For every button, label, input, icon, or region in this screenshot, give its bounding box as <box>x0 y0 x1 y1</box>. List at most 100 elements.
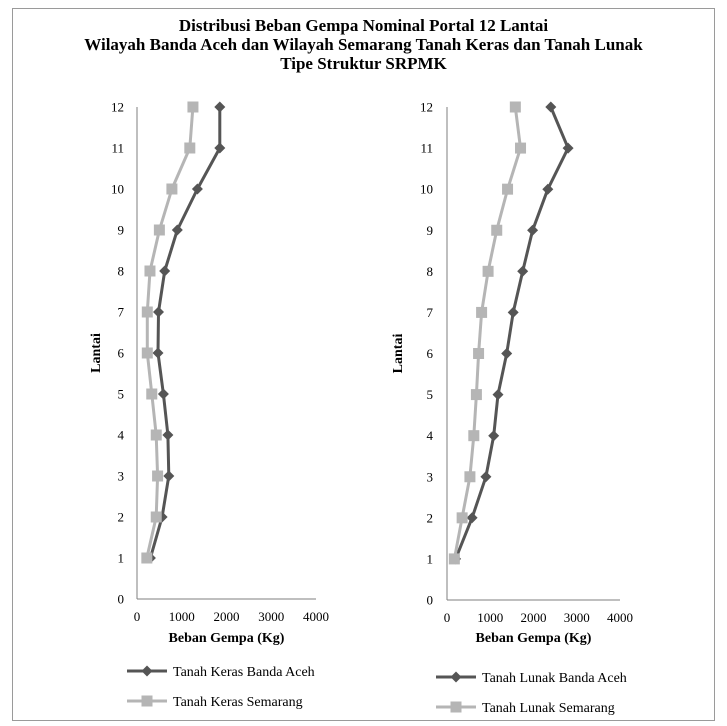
y-tick-label: 10 <box>420 182 433 197</box>
data-point <box>141 306 153 318</box>
x-tick-label: 0 <box>444 610 451 625</box>
y-tick-label: 11 <box>420 141 433 156</box>
data-point <box>214 142 226 154</box>
data-point <box>480 471 492 483</box>
data-point <box>473 348 485 359</box>
y-axis-title: Lantai <box>89 333 104 373</box>
x-tick-label: 3000 <box>258 609 284 624</box>
legend-marker <box>141 695 153 707</box>
data-point <box>214 101 226 113</box>
data-point <box>163 470 175 482</box>
y-tick-label: 9 <box>427 223 434 238</box>
data-point <box>507 306 519 318</box>
y-tick-label: 0 <box>427 593 434 608</box>
y-tick-label: 8 <box>427 264 434 279</box>
legend-label: Tanah Lunak Banda Aceh <box>482 671 627 686</box>
data-point <box>527 224 539 236</box>
data-point <box>153 306 164 318</box>
data-point <box>157 388 169 400</box>
data-point <box>488 430 500 442</box>
y-tick-label: 5 <box>427 387 434 402</box>
x-tick-label: 1000 <box>477 610 503 625</box>
data-point <box>187 101 199 113</box>
x-tick-label: 0 <box>134 609 141 624</box>
title-line-3: Tipe Struktur SRPMK <box>280 54 447 73</box>
y-tick-label: 4 <box>427 428 434 443</box>
y-tick-label: 1 <box>118 551 125 566</box>
y-tick-label: 4 <box>118 428 125 443</box>
x-tick-label: 2000 <box>214 609 240 624</box>
y-tick-label: 12 <box>111 100 124 115</box>
x-tick-label: 4000 <box>303 609 329 624</box>
y-tick-label: 2 <box>118 510 125 525</box>
data-point <box>146 388 158 400</box>
y-tick-label: 8 <box>118 264 125 279</box>
data-point <box>166 183 178 195</box>
data-point <box>150 511 162 523</box>
y-tick-label: 9 <box>118 223 125 238</box>
data-point <box>464 471 476 483</box>
y-tick-label: 12 <box>420 100 433 115</box>
data-point <box>152 470 164 482</box>
data-point <box>153 224 165 236</box>
title-line-2: Wilayah Banda Aceh dan Wilayah Semarang … <box>84 35 643 54</box>
legend-label: Tanah Keras Banda Aceh <box>173 665 315 680</box>
data-point <box>466 512 478 524</box>
series-line <box>454 106 570 560</box>
y-axis-title: Lantai <box>391 334 406 374</box>
legend-marker <box>450 671 462 683</box>
data-point <box>141 347 153 359</box>
data-point <box>468 430 480 442</box>
y-tick-label: 6 <box>118 346 125 361</box>
data-point <box>501 348 513 359</box>
data-point <box>191 183 203 195</box>
data-point <box>184 142 196 154</box>
x-axis-title: Beban Gempa (Kg) <box>476 631 592 646</box>
y-tick-label: 7 <box>118 305 125 320</box>
legend-marker <box>141 665 153 677</box>
data-point <box>141 552 153 564</box>
y-tick-label: 2 <box>427 510 434 525</box>
data-point <box>482 265 494 277</box>
series-line <box>148 107 222 559</box>
x-tick-label: 1000 <box>169 609 195 624</box>
y-tick-label: 1 <box>427 551 434 566</box>
y-tick-label: 0 <box>118 592 125 607</box>
data-point <box>476 306 488 318</box>
data-point <box>491 224 503 236</box>
legend-label: Tanah Keras Semarang <box>173 695 303 710</box>
data-point <box>144 265 156 277</box>
data-point <box>545 101 557 113</box>
data-point <box>171 224 183 236</box>
data-point <box>492 389 504 401</box>
data-point <box>152 347 164 359</box>
x-tick-label: 4000 <box>607 610 633 625</box>
data-point <box>517 265 529 277</box>
x-tick-label: 2000 <box>521 610 547 625</box>
chart-title: Distribusi Beban Gempa Nominal Portal 12… <box>0 16 727 73</box>
x-axis-title: Beban Gempa (Kg) <box>169 631 285 646</box>
data-point <box>159 265 171 277</box>
data-point <box>562 142 574 154</box>
data-point <box>448 553 460 565</box>
chart-frame <box>12 8 715 721</box>
y-tick-label: 3 <box>427 469 434 484</box>
data-point <box>515 142 527 154</box>
data-point <box>542 183 554 195</box>
y-tick-label: 11 <box>111 141 124 156</box>
data-point <box>150 429 162 441</box>
data-point <box>470 389 482 401</box>
y-tick-label: 3 <box>118 469 125 484</box>
y-tick-label: 5 <box>118 387 125 402</box>
series-line <box>452 106 522 560</box>
data-point <box>509 101 521 113</box>
data-point <box>502 183 514 195</box>
y-tick-label: 7 <box>427 305 434 320</box>
data-point <box>162 429 174 441</box>
data-point <box>456 512 468 524</box>
x-tick-label: 3000 <box>564 610 590 625</box>
title-line-1: Distribusi Beban Gempa Nominal Portal 12… <box>178 16 549 35</box>
y-tick-label: 10 <box>111 182 124 197</box>
y-tick-label: 6 <box>427 346 434 361</box>
